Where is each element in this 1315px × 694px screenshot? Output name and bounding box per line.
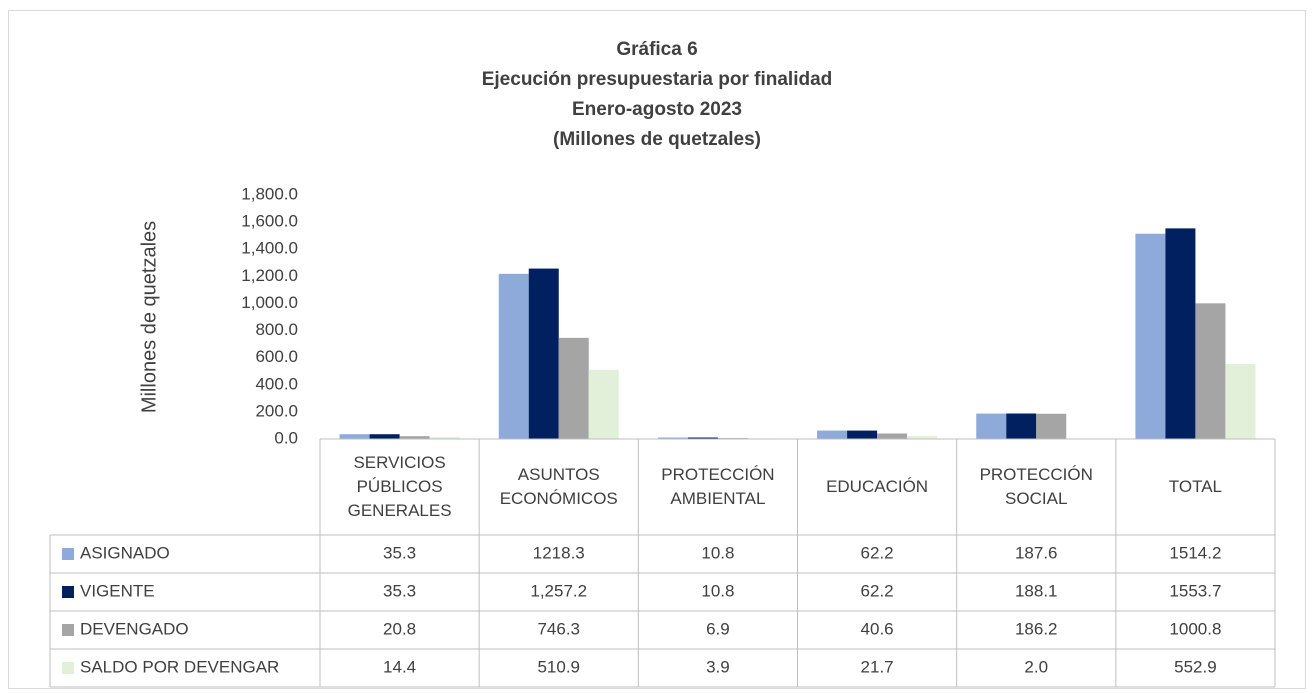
legend-swatch xyxy=(62,548,74,560)
table-value: 20.8 xyxy=(383,619,416,638)
y-tick-label: 1,600.0 xyxy=(241,212,298,231)
legend-swatch xyxy=(62,624,74,636)
bar xyxy=(399,436,430,439)
legend-label: SALDO POR DEVENGAR xyxy=(80,657,279,676)
table-value: 188.1 xyxy=(1015,581,1058,600)
category-cell: PROTECCIÓN SOCIAL xyxy=(979,465,1093,508)
table-value: 2.0 xyxy=(1024,657,1048,676)
x-tick-label: SERVICIOS PÚBLICOS GENERALES xyxy=(347,453,452,520)
chart-subtitle: (Millones de quetzales) xyxy=(553,129,761,150)
y-tick-label: 800.0 xyxy=(255,320,298,339)
y-tick-label: 400.0 xyxy=(255,374,298,393)
table-value: 510.9 xyxy=(537,657,580,676)
table-value: 1218.3 xyxy=(533,543,585,562)
legend-label: VIGENTE xyxy=(80,581,155,600)
table-value: 40.6 xyxy=(861,619,894,638)
table-value: 21.7 xyxy=(861,657,894,676)
y-tick-label: 200.0 xyxy=(255,401,298,420)
legend-swatch xyxy=(62,586,74,598)
table-value: 1,257.2 xyxy=(530,581,587,600)
bar xyxy=(528,268,559,439)
y-axis-label: Millones de quetzales xyxy=(138,221,160,413)
category-cell: SERVICIOS PÚBLICOS GENERALES xyxy=(347,453,452,520)
bar xyxy=(907,436,938,439)
category-cell: EDUCACIÓN xyxy=(826,477,929,497)
table-value: 62.2 xyxy=(861,543,894,562)
bar xyxy=(847,430,878,439)
table-value: 187.6 xyxy=(1015,543,1058,562)
bar xyxy=(1135,233,1166,439)
table-value: 3.9 xyxy=(706,657,730,676)
table-value: 6.9 xyxy=(706,619,730,638)
table-value: 552.9 xyxy=(1174,657,1217,676)
bar xyxy=(558,337,589,439)
category-cell: PROTECCIÓN AMBIENTAL xyxy=(661,465,775,508)
y-tick-label: 600.0 xyxy=(255,347,298,366)
table-value: 1514.2 xyxy=(1169,543,1221,562)
bar xyxy=(429,437,460,439)
table-value: 1000.8 xyxy=(1169,619,1221,638)
x-tick-label: TOTAL xyxy=(1168,477,1223,497)
table-value: 746.3 xyxy=(537,619,580,638)
bar xyxy=(817,430,848,439)
bar xyxy=(1165,228,1196,439)
category-cell: TOTAL xyxy=(1168,477,1223,497)
x-tick-label: PROTECCIÓN AMBIENTAL xyxy=(661,465,775,508)
bar xyxy=(1036,413,1067,439)
x-tick-label: EDUCACIÓN xyxy=(826,477,929,497)
bar xyxy=(588,369,619,439)
bar xyxy=(1195,303,1226,439)
y-tick-label: 1,800.0 xyxy=(241,184,298,203)
table-value: 35.3 xyxy=(383,543,416,562)
table-value: 1553.7 xyxy=(1169,581,1221,600)
bar xyxy=(1225,364,1256,439)
bar xyxy=(687,437,718,439)
y-tick-label: 1,000.0 xyxy=(241,293,298,312)
bar xyxy=(1006,413,1037,439)
legend-label: DEVENGADO xyxy=(80,619,189,638)
bar xyxy=(976,413,1007,439)
table-value: 14.4 xyxy=(383,657,416,676)
legend-label: ASIGNADO xyxy=(80,543,170,562)
bar xyxy=(657,437,688,439)
y-tick-label: 0.0 xyxy=(274,428,298,447)
table-value: 62.2 xyxy=(861,581,894,600)
x-tick-label: ASUNTOS ECONÓMICOS xyxy=(499,465,618,508)
table-value: 35.3 xyxy=(383,581,416,600)
bar xyxy=(369,434,400,439)
bar xyxy=(877,433,908,439)
table-value: 186.2 xyxy=(1015,619,1058,638)
y-tick-label: 1,200.0 xyxy=(241,266,298,285)
table-value: 10.8 xyxy=(701,543,734,562)
x-tick-label: PROTECCIÓN SOCIAL xyxy=(979,465,1093,508)
y-tick-label: 1,400.0 xyxy=(241,239,298,258)
table-value: 10.8 xyxy=(701,581,734,600)
bar xyxy=(498,273,529,439)
legend-swatch xyxy=(62,662,74,674)
category-cell: ASUNTOS ECONÓMICOS xyxy=(499,465,618,508)
chart-subtitle: Enero-agosto 2023 xyxy=(572,99,742,120)
chart-border xyxy=(8,10,1306,689)
bar xyxy=(339,434,370,439)
chart-title: Gráfica 6 xyxy=(616,39,697,60)
chart-subtitle: Ejecución presupuestaria por finalidad xyxy=(482,69,833,90)
